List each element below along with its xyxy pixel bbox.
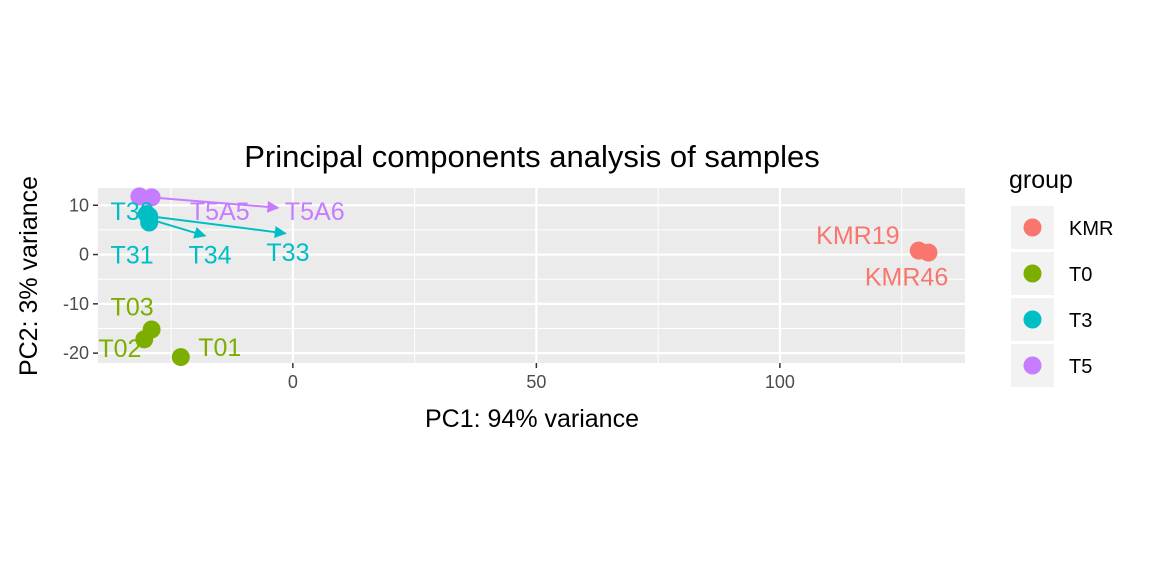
point-label-t31: T31	[111, 242, 154, 270]
label-leader-arrow	[148, 218, 207, 239]
y-tick-label: 0	[79, 245, 89, 265]
label-leader-arrow	[151, 196, 280, 213]
data-point-t5a6	[142, 188, 161, 207]
point-label-t34: T34	[188, 242, 231, 270]
point-label-t33: T33	[266, 239, 309, 267]
y-axis-ticks: 10 0 -10 -20	[63, 195, 98, 363]
legend-label-t3: T3	[1069, 310, 1092, 332]
legend-title: group	[1009, 166, 1073, 194]
point-label-kmr46: KMR46	[865, 264, 948, 292]
point-label-t5a6: T5A6	[285, 198, 345, 226]
x-axis-ticks: 0 50 100	[288, 363, 795, 392]
label-leader-arrow	[149, 215, 287, 238]
data-points	[130, 187, 938, 367]
y-tick-label: 10	[69, 195, 89, 215]
label-leader-lines	[148, 196, 287, 239]
point-label-t30: T30	[111, 198, 154, 226]
legend-key-kmr	[1023, 218, 1042, 237]
data-point-t02	[135, 330, 154, 349]
y-tick-label: -10	[63, 294, 89, 314]
legend-key-t0	[1023, 264, 1042, 283]
legend: KMR T0 T3 T5	[1011, 206, 1113, 387]
point-label-t03: T03	[111, 293, 154, 321]
legend-key-t5	[1023, 356, 1042, 375]
point-label-t02: T02	[98, 335, 141, 363]
chart-title: Principal components analysis of samples	[244, 139, 820, 174]
data-point-t01	[171, 348, 190, 367]
data-point-t33	[140, 207, 159, 226]
legend-key-t3	[1023, 310, 1042, 329]
x-axis-title: PC1: 94% variance	[425, 405, 639, 433]
legend-label-t5: T5	[1069, 356, 1092, 378]
x-tick-label: 100	[765, 372, 795, 392]
x-tick-label: 0	[288, 372, 298, 392]
data-point-kmr46	[919, 243, 938, 262]
point-label-kmr19: KMR19	[816, 222, 899, 250]
plot-panel	[98, 188, 965, 363]
y-axis-title: PC2: 3% variance	[15, 176, 43, 376]
y-tick-label: -20	[63, 343, 89, 363]
point-label-t01: T01	[198, 334, 241, 362]
x-tick-label: 50	[526, 372, 546, 392]
point-labels: KMR19 KMR46 T03 T02 T01 T30 T31 T34 T33 T5A5 T5A6	[98, 198, 948, 363]
point-label-t5a5: T5A5	[190, 198, 250, 226]
legend-label-kmr: KMR	[1069, 218, 1113, 240]
legend-label-t0: T0	[1069, 264, 1092, 286]
